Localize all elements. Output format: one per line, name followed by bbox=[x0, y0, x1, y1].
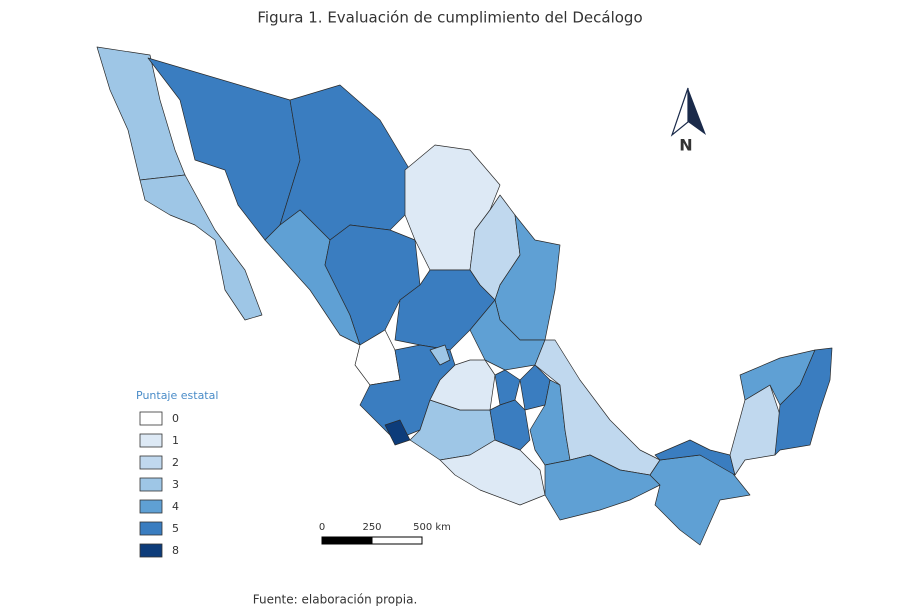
legend-swatch bbox=[139, 455, 163, 470]
state bbox=[729, 384, 781, 476]
legend-label: 5 bbox=[172, 522, 179, 535]
state bbox=[489, 399, 531, 451]
legend-swatch bbox=[139, 411, 163, 426]
legend-title: Puntaje estatal bbox=[136, 389, 218, 402]
legend-swatch bbox=[139, 477, 163, 492]
state bbox=[494, 369, 521, 406]
scale-label: 250 bbox=[362, 522, 381, 533]
north-arrow: N bbox=[670, 87, 706, 155]
legend-swatch bbox=[139, 433, 163, 448]
state bbox=[429, 344, 451, 366]
scale-bar: 0 250 500 km bbox=[319, 522, 451, 545]
state bbox=[139, 174, 263, 321]
legend-label: 3 bbox=[172, 478, 179, 491]
north-label: N bbox=[679, 136, 692, 155]
legend-swatch bbox=[139, 521, 163, 536]
scale-label: 0 bbox=[319, 522, 325, 533]
legend-label: 4 bbox=[172, 500, 179, 513]
legend: 0 1 2 3 4 5 8 bbox=[139, 411, 179, 558]
legend-swatch bbox=[139, 543, 163, 558]
state bbox=[649, 454, 751, 546]
state bbox=[439, 439, 546, 506]
legend-label: 1 bbox=[172, 434, 179, 447]
scale-label: 500 km bbox=[413, 522, 451, 533]
legend-label: 0 bbox=[172, 412, 179, 425]
legend-label: 2 bbox=[172, 456, 179, 469]
title: Figura 1. Evaluación de cumplimiento del… bbox=[257, 9, 642, 27]
state bbox=[774, 347, 833, 456]
legend-swatch bbox=[139, 499, 163, 514]
mexico-map bbox=[96, 46, 833, 546]
source: Fuente: elaboración propia. bbox=[253, 593, 418, 607]
legend-label: 8 bbox=[172, 544, 179, 557]
